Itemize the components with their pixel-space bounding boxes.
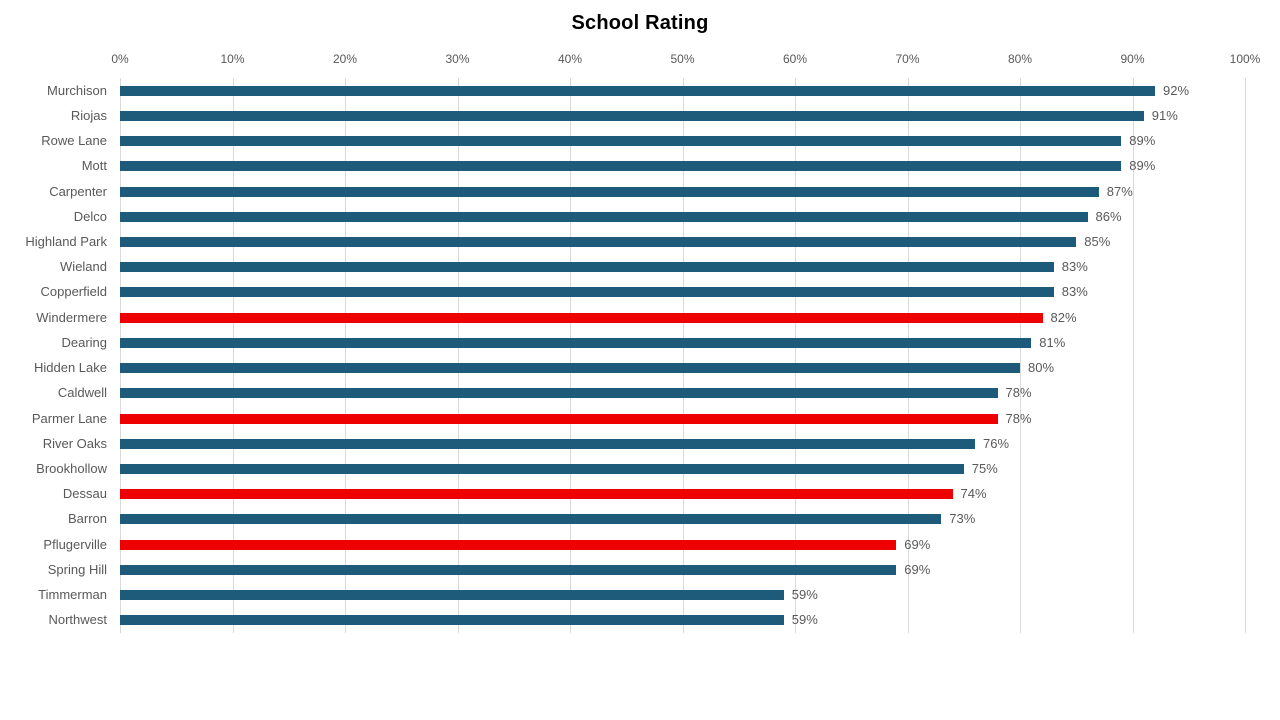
category-label: Highland Park xyxy=(25,233,107,249)
value-label: 89% xyxy=(1129,158,1156,174)
x-tick-label: 40% xyxy=(557,52,583,66)
x-tick-label: 100% xyxy=(1229,52,1261,66)
category-label: Brookhollow xyxy=(36,461,107,477)
value-label: 87% xyxy=(1106,183,1133,199)
category-label: Rowe Lane xyxy=(41,133,107,149)
value-label: 59% xyxy=(791,587,818,603)
bar xyxy=(120,615,784,626)
gridline xyxy=(120,78,121,633)
category-label: Caldwell xyxy=(57,385,107,401)
value-label: 73% xyxy=(949,511,976,527)
bar xyxy=(120,363,1020,374)
x-tick-label: 30% xyxy=(445,52,470,66)
bar xyxy=(120,85,1155,96)
x-tick-label: 60% xyxy=(782,52,808,66)
x-tick-label: 70% xyxy=(895,52,920,66)
value-label: 75% xyxy=(971,461,998,477)
x-tick-label: 10% xyxy=(220,52,245,66)
bar xyxy=(120,211,1088,222)
bar xyxy=(120,161,1122,172)
value-label: 74% xyxy=(960,486,987,502)
gridline xyxy=(345,78,346,633)
category-label: Hidden Lake xyxy=(34,360,107,376)
gridline xyxy=(795,78,796,633)
gridline xyxy=(682,78,684,633)
bar xyxy=(120,464,964,475)
bar-highlighted xyxy=(120,312,1043,323)
gridline xyxy=(1020,78,1021,633)
category-label: River Oaks xyxy=(42,435,107,451)
category-label: Windermere xyxy=(36,309,107,325)
bar-highlighted xyxy=(120,539,897,550)
category-label: Carpenter xyxy=(49,183,107,199)
bar xyxy=(120,262,1054,273)
bar xyxy=(120,186,1099,197)
value-label: 89% xyxy=(1129,133,1156,149)
bar xyxy=(120,236,1077,247)
gridline xyxy=(457,78,459,633)
bar xyxy=(120,590,784,601)
value-label: 86% xyxy=(1095,208,1122,224)
gridline xyxy=(1245,78,1246,633)
category-label: Barron xyxy=(67,511,107,527)
category-label: Dessau xyxy=(62,486,107,502)
value-label: 76% xyxy=(983,435,1010,451)
gridline xyxy=(907,78,909,633)
category-label: Northwest xyxy=(48,612,107,628)
x-tick-label: 80% xyxy=(1007,52,1033,66)
value-label: 91% xyxy=(1151,107,1178,123)
category-label: Pflugerville xyxy=(43,536,107,552)
category-label: Delco xyxy=(73,208,107,224)
value-label: 59% xyxy=(791,612,818,628)
bar xyxy=(120,388,998,399)
bar xyxy=(120,564,897,575)
value-label: 69% xyxy=(904,561,931,577)
value-label: 92% xyxy=(1163,82,1190,98)
gridline xyxy=(570,78,571,633)
category-label: Parmer Lane xyxy=(31,410,107,426)
x-tick-label: 0% xyxy=(111,52,129,66)
bar xyxy=(120,337,1032,348)
bar xyxy=(120,110,1144,121)
category-label: Dearing xyxy=(61,334,107,350)
category-label: Riojas xyxy=(70,107,107,123)
category-label: Copperfield xyxy=(40,284,108,300)
value-label: 80% xyxy=(1028,360,1055,376)
plot-area xyxy=(120,78,1246,633)
category-label: Wieland xyxy=(60,259,107,275)
category-label: Spring Hill xyxy=(47,561,107,577)
category-label: Murchison xyxy=(47,82,107,98)
category-label: Timmerman xyxy=(38,587,107,603)
x-tick-label: 20% xyxy=(332,52,358,66)
value-label: 81% xyxy=(1039,334,1066,350)
value-label: 85% xyxy=(1084,233,1111,249)
value-label: 78% xyxy=(1005,385,1032,401)
bar xyxy=(120,438,975,449)
gridline xyxy=(1132,78,1134,633)
x-tick-label: 50% xyxy=(670,52,695,66)
gridline xyxy=(232,78,234,633)
value-label: 83% xyxy=(1061,259,1088,275)
value-label: 82% xyxy=(1050,309,1077,325)
bar-highlighted xyxy=(120,489,953,500)
bar-highlighted xyxy=(120,413,998,424)
value-label: 69% xyxy=(904,536,931,552)
category-label: Mott xyxy=(81,158,107,174)
bar xyxy=(120,136,1122,147)
value-label: 78% xyxy=(1005,410,1032,426)
value-label: 83% xyxy=(1061,284,1088,300)
bar xyxy=(120,514,942,525)
x-tick-label: 90% xyxy=(1120,52,1145,66)
bar xyxy=(120,287,1054,298)
chart-title: School Rating xyxy=(571,12,709,34)
